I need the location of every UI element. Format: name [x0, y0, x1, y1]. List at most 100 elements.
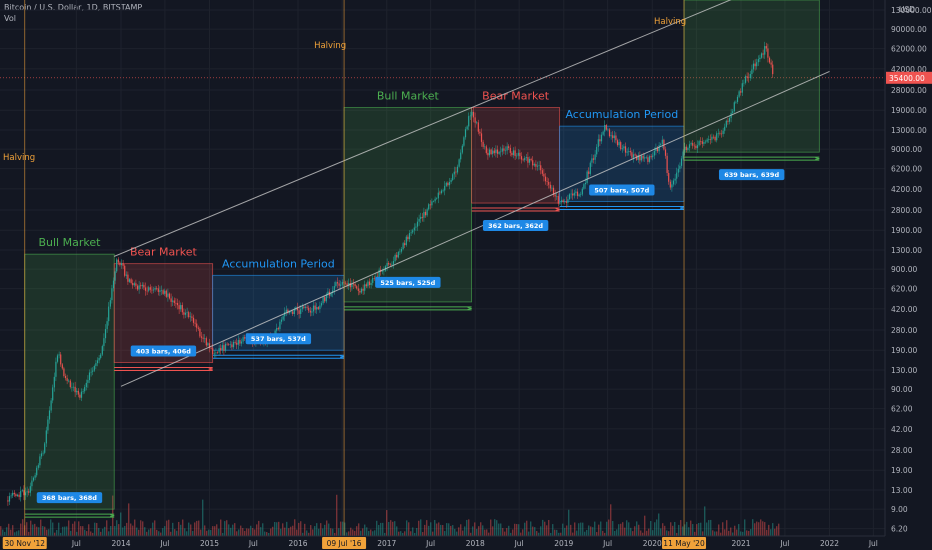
- volume-bar: [74, 521, 76, 536]
- volume-bar: [604, 532, 606, 536]
- candle-body: [23, 490, 25, 496]
- volume-bar: [190, 524, 192, 536]
- candle-body: [728, 118, 731, 122]
- candle-body: [21, 490, 23, 491]
- candle-body: [559, 202, 561, 204]
- volume-bar: [254, 529, 256, 536]
- candle-body: [751, 69, 753, 74]
- volume-bar: [416, 528, 418, 536]
- volume-bar: [672, 525, 674, 536]
- volume-bar: [590, 526, 592, 536]
- volume-bar: [752, 519, 754, 536]
- candle-body: [152, 289, 155, 291]
- candle-body: [720, 133, 723, 135]
- volume-bar: [610, 504, 612, 536]
- measure-badge: [718, 169, 785, 181]
- candle-body: [772, 64, 774, 75]
- candle-body: [671, 184, 673, 188]
- volume-bar: [116, 520, 118, 536]
- x-tick-label: 2016: [288, 539, 307, 548]
- y-tick-label: 6.20: [891, 525, 908, 534]
- volume-bar: [352, 529, 354, 536]
- candle-body: [407, 236, 409, 240]
- volume-bar: [704, 506, 706, 536]
- volume-indicator-label[interactable]: Vol: [4, 14, 16, 23]
- volume-bar: [66, 526, 68, 536]
- volume-bar: [406, 520, 408, 536]
- measure-badge: [36, 492, 103, 504]
- volume-bar: [242, 528, 244, 536]
- volume-bar: [658, 513, 660, 536]
- candle-body: [552, 187, 555, 195]
- volume-bar: [464, 526, 466, 536]
- measure-badge-label: 639 bars, 639d: [724, 171, 779, 179]
- volume-bar: [414, 532, 416, 536]
- volume-bar: [468, 519, 470, 536]
- volume-bar: [130, 523, 132, 536]
- candle-body: [712, 136, 715, 138]
- candle-body: [700, 141, 702, 142]
- volume-bar: [532, 526, 534, 536]
- volume-bar: [94, 522, 96, 536]
- y-tick-label: 1300.00: [891, 246, 922, 255]
- volume-bar: [522, 529, 524, 536]
- x-highlight-tick-label: 09 Jul '16: [327, 539, 362, 548]
- volume-bar: [224, 521, 226, 536]
- y-tick-label: 130.00: [891, 366, 917, 375]
- volume-bar: [154, 520, 156, 536]
- candle-body: [136, 285, 139, 290]
- candle-body: [104, 329, 107, 339]
- candle-body: [285, 309, 287, 313]
- zone-measure-arrow: [815, 157, 820, 161]
- candle-body: [500, 151, 502, 153]
- candle-body: [754, 63, 756, 67]
- volume-bar: [396, 526, 398, 536]
- volume-bar: [754, 523, 756, 536]
- candle-body: [650, 156, 652, 158]
- zone-measure-arrow: [208, 367, 213, 371]
- chart-title: Bitcoin / U.S. Dollar, 1D, BITSTAMP: [4, 3, 143, 12]
- volume-bar: [596, 532, 598, 536]
- volume-bar: [764, 522, 766, 536]
- volume-bar: [676, 532, 678, 536]
- x-tick-label: 2017: [377, 539, 396, 548]
- volume-bar: [410, 531, 412, 536]
- volume-bar: [404, 531, 406, 536]
- volume-bar: [110, 526, 112, 536]
- candle-body: [352, 283, 355, 285]
- volume-bar: [432, 531, 434, 536]
- candle-body: [10, 495, 12, 497]
- candle-body: [156, 288, 158, 289]
- candle-body: [639, 155, 641, 161]
- halving-label: Halving: [314, 41, 346, 51]
- volume-bar: [494, 519, 496, 536]
- volume-bar: [444, 531, 446, 536]
- candle-body: [149, 287, 151, 290]
- candle-body: [330, 293, 332, 296]
- candle-body: [764, 46, 766, 55]
- y-tick-label: 13000.00: [891, 126, 927, 135]
- candle-body: [168, 293, 171, 299]
- volume-bar: [114, 526, 116, 536]
- candle-body: [392, 261, 395, 265]
- candle-body: [436, 198, 438, 199]
- volume-bar: [320, 523, 322, 536]
- measure-badge: [375, 276, 441, 288]
- candle-body: [557, 196, 559, 204]
- x-highlight-tick-label: 11 May '20: [663, 539, 705, 548]
- candle-body: [706, 139, 708, 142]
- measure-badge-label: 362 bars, 362d: [488, 222, 543, 230]
- candle-body: [63, 368, 65, 377]
- volume-bar: [328, 523, 330, 536]
- candle-body: [704, 141, 707, 143]
- volume-bar: [232, 524, 234, 536]
- volume-bar: [368, 530, 370, 536]
- measure-badge: [589, 184, 655, 196]
- volume-bar: [176, 530, 178, 536]
- candle-body: [428, 204, 430, 210]
- candle-body: [8, 496, 11, 502]
- candle-body: [493, 150, 495, 154]
- candle-body: [13, 492, 15, 495]
- volume-bar: [170, 531, 172, 536]
